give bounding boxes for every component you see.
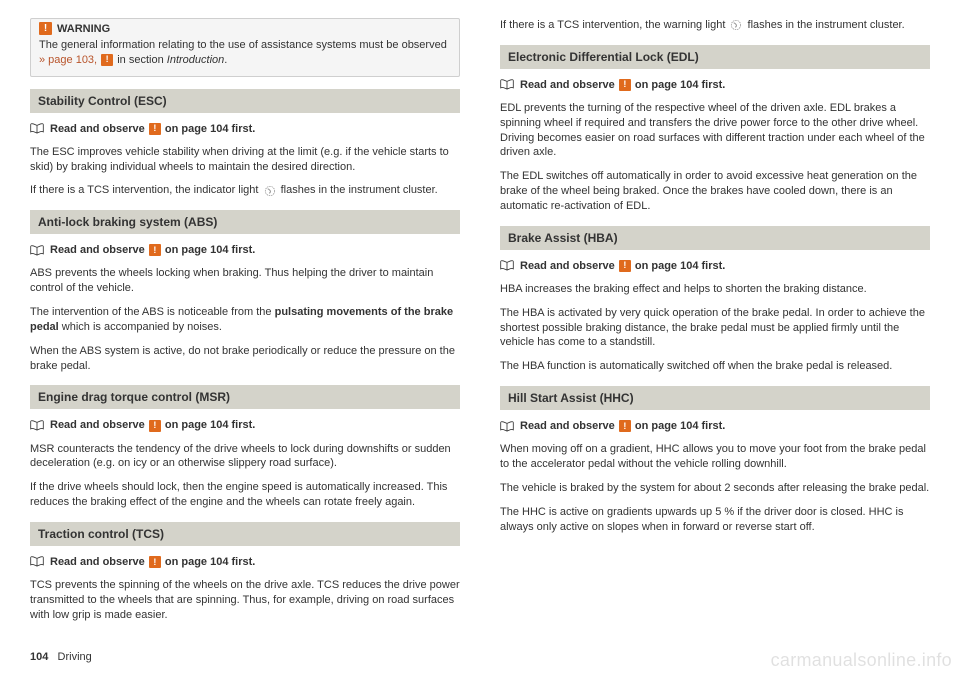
section-heading-hhc: Hill Start Assist (HHC) [500,386,930,410]
warning-icon: ! [149,556,161,568]
paragraph: The HHC is active on gradients upwards u… [500,505,930,535]
book-icon [500,260,514,271]
paragraph: If there is a TCS intervention, the warn… [500,18,930,33]
paragraph: HBA increases the braking effect and hel… [500,282,930,297]
read-observe: Read and observe ! on page 104 first. [30,123,460,135]
paragraph: The intervention of the ABS is noticeabl… [30,305,460,335]
read-observe: Read and observe ! on page 104 first. [500,260,930,272]
paragraph: The ESC improves vehicle stability when … [30,145,460,175]
read-observe: Read and observe ! on page 104 first. [30,419,460,431]
page-number: 104 [30,651,48,663]
chapter-name: Driving [58,651,92,663]
book-icon [30,556,44,567]
book-icon [30,123,44,134]
warning-title: WARNING [57,23,110,35]
section-heading-tcs: Traction control (TCS) [30,522,460,546]
paragraph: When moving off on a gradient, HHC allow… [500,442,930,472]
warning-icon: ! [149,420,161,432]
section-heading-esc: Stability Control (ESC) [30,89,460,113]
warning-icon: ! [149,123,161,135]
paragraph: MSR counteracts the tendency of the driv… [30,442,460,472]
page-container: ! WARNING The general information relati… [0,0,960,640]
section-heading-hba: Brake Assist (HBA) [500,226,930,250]
warning-icon: ! [39,22,52,35]
book-icon [500,79,514,90]
left-column: ! WARNING The general information relati… [30,18,460,640]
book-icon [500,421,514,432]
book-icon [30,245,44,256]
right-column: If there is a TCS intervention, the warn… [500,18,930,640]
indicator-light-icon [263,185,277,197]
warning-icon: ! [101,54,113,66]
warning-light-icon [729,19,743,31]
warning-icon: ! [619,260,631,272]
warning-icon: ! [619,79,631,91]
paragraph: ABS prevents the wheels locking when bra… [30,266,460,296]
paragraph: TCS prevents the spinning of the wheels … [30,578,460,623]
warning-heading: ! WARNING [39,22,451,35]
read-observe: Read and observe ! on page 104 first. [30,244,460,256]
paragraph: When the ABS system is active, do not br… [30,344,460,374]
warning-icon: ! [149,244,161,256]
watermark: carmanualsonline.info [771,650,952,671]
warning-box: ! WARNING The general information relati… [30,18,460,77]
read-observe: Read and observe ! on page 104 first. [500,79,930,91]
section-heading-abs: Anti-lock braking system (ABS) [30,210,460,234]
paragraph: The vehicle is braked by the system for … [500,481,930,496]
paragraph: The EDL switches off automatically in or… [500,169,930,214]
page-footer: 104 Driving [30,651,92,663]
paragraph: If there is a TCS intervention, the indi… [30,183,460,198]
paragraph: The HBA function is automatically switch… [500,359,930,374]
paragraph: If the drive wheels should lock, then th… [30,480,460,510]
warning-icon: ! [619,420,631,432]
section-heading-msr: Engine drag torque control (MSR) [30,385,460,409]
paragraph: EDL prevents the turning of the respecti… [500,101,930,160]
section-heading-edl: Electronic Differential Lock (EDL) [500,45,930,69]
book-icon [30,420,44,431]
warning-text: The general information relating to the … [39,38,451,68]
read-observe: Read and observe ! on page 104 first. [500,420,930,432]
read-observe: Read and observe ! on page 104 first. [30,556,460,568]
paragraph: The HBA is activated by very quick opera… [500,306,930,351]
